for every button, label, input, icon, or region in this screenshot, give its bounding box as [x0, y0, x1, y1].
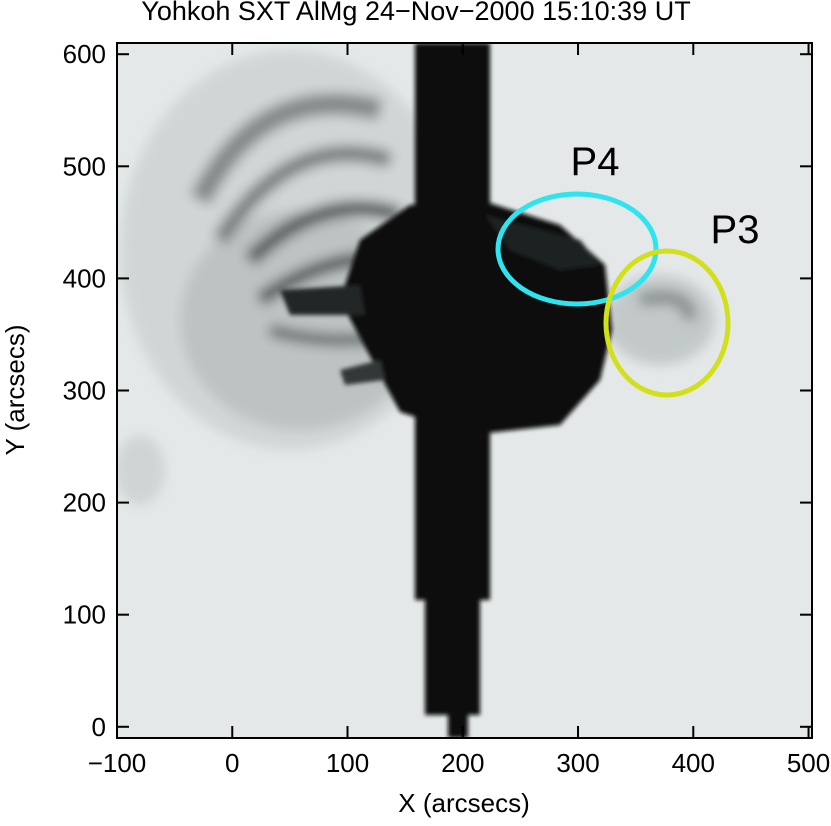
y-tick-label: 300 — [63, 376, 106, 406]
solar-image — [117, 43, 812, 738]
y-tick-label: 500 — [63, 151, 106, 181]
x-tick-label: 200 — [441, 748, 484, 778]
x-tick-label: 500 — [787, 748, 830, 778]
x-tick-label: 400 — [672, 748, 715, 778]
y-tick-label: 100 — [63, 600, 106, 630]
y-tick-label: 0 — [92, 712, 106, 742]
x-tick-label: 0 — [225, 748, 239, 778]
y-tick-label: 200 — [63, 488, 106, 518]
y-tick-label: 400 — [63, 263, 106, 293]
p4-outline — [495, 191, 659, 307]
x-tick-label: −100 — [88, 748, 147, 778]
x-tick-label: 100 — [326, 748, 369, 778]
y-tick-label: 600 — [63, 39, 106, 69]
annotation-label: P3 — [711, 208, 760, 252]
p3-outline — [603, 248, 731, 398]
y-axis-label: Y (arcsecs) — [0, 325, 30, 456]
annotation-label: P4 — [571, 140, 620, 184]
x-tick-label: 300 — [556, 748, 599, 778]
chart-title: Yohkoh SXT AlMg 24−Nov−2000 15:10:39 UT — [141, 0, 690, 26]
x-axis-label: X (arcsecs) — [398, 788, 529, 818]
